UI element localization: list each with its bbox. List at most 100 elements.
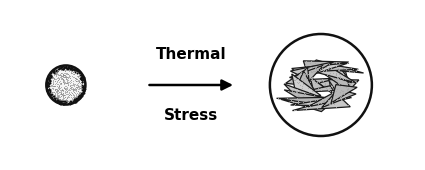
Point [72, 86, 79, 89]
Point [309, 70, 316, 73]
Point [295, 86, 302, 89]
Polygon shape [322, 89, 356, 108]
Point [65, 81, 71, 84]
Point [310, 70, 317, 72]
Point [331, 52, 337, 55]
Point [346, 97, 353, 99]
Point [346, 82, 353, 85]
Point [60, 74, 66, 77]
Point [52, 93, 59, 95]
Point [65, 88, 72, 91]
Point [292, 114, 299, 117]
Point [323, 119, 330, 121]
Point [59, 93, 65, 96]
Point [49, 70, 56, 73]
Point [49, 95, 56, 97]
Point [45, 82, 52, 85]
Point [54, 68, 61, 71]
Point [296, 90, 303, 93]
Point [303, 58, 310, 61]
Point [295, 94, 301, 97]
Point [329, 65, 335, 68]
Point [59, 74, 66, 77]
Point [354, 68, 361, 71]
Point [68, 68, 74, 71]
Point [62, 100, 68, 103]
Point [278, 75, 285, 78]
Point [340, 123, 346, 126]
Point [53, 80, 60, 83]
Point [340, 94, 346, 97]
Point [294, 91, 300, 94]
Point [60, 64, 66, 67]
Point [303, 86, 310, 89]
Point [337, 81, 344, 83]
Point [360, 73, 367, 76]
Point [56, 94, 62, 97]
Point [338, 58, 345, 60]
Point [354, 64, 361, 67]
Point [58, 88, 65, 90]
Point [304, 67, 311, 70]
Point [280, 89, 286, 92]
Point [322, 103, 329, 106]
Point [57, 99, 64, 101]
Point [317, 89, 323, 92]
Point [66, 81, 73, 84]
Point [279, 71, 286, 74]
Polygon shape [303, 61, 349, 69]
Point [51, 88, 58, 91]
Point [339, 71, 346, 74]
Point [63, 65, 70, 68]
Point [329, 50, 335, 52]
Point [57, 69, 64, 71]
Point [62, 98, 69, 101]
Point [306, 99, 312, 101]
Point [76, 92, 82, 95]
Point [350, 70, 357, 73]
Point [306, 105, 313, 108]
Point [304, 115, 311, 118]
Point [309, 79, 316, 81]
Point [290, 79, 297, 81]
Point [285, 90, 292, 93]
Point [64, 77, 71, 80]
Polygon shape [306, 61, 358, 72]
Point [76, 88, 82, 90]
Point [291, 79, 298, 81]
Point [72, 97, 79, 100]
Point [304, 91, 311, 94]
Point [322, 45, 329, 47]
Point [67, 68, 74, 71]
Point [286, 110, 292, 113]
Point [59, 65, 66, 67]
Point [352, 74, 359, 77]
Point [322, 60, 329, 63]
Point [295, 81, 302, 84]
Point [273, 72, 280, 75]
Point [291, 109, 298, 112]
Point [320, 59, 326, 62]
Point [61, 67, 68, 69]
Point [74, 73, 80, 75]
Point [73, 96, 79, 99]
Point [346, 92, 352, 95]
Point [70, 98, 77, 101]
Point [74, 73, 80, 75]
Point [324, 77, 331, 80]
Point [318, 101, 325, 104]
Point [64, 88, 71, 91]
Point [342, 68, 349, 71]
Point [71, 76, 78, 79]
Point [341, 77, 348, 80]
Point [74, 96, 81, 99]
Point [65, 75, 72, 78]
Point [63, 76, 70, 78]
Point [343, 84, 350, 87]
Point [44, 90, 51, 92]
Point [44, 88, 51, 91]
Point [75, 90, 82, 92]
Point [67, 102, 74, 105]
Polygon shape [281, 99, 331, 112]
Point [61, 75, 68, 78]
